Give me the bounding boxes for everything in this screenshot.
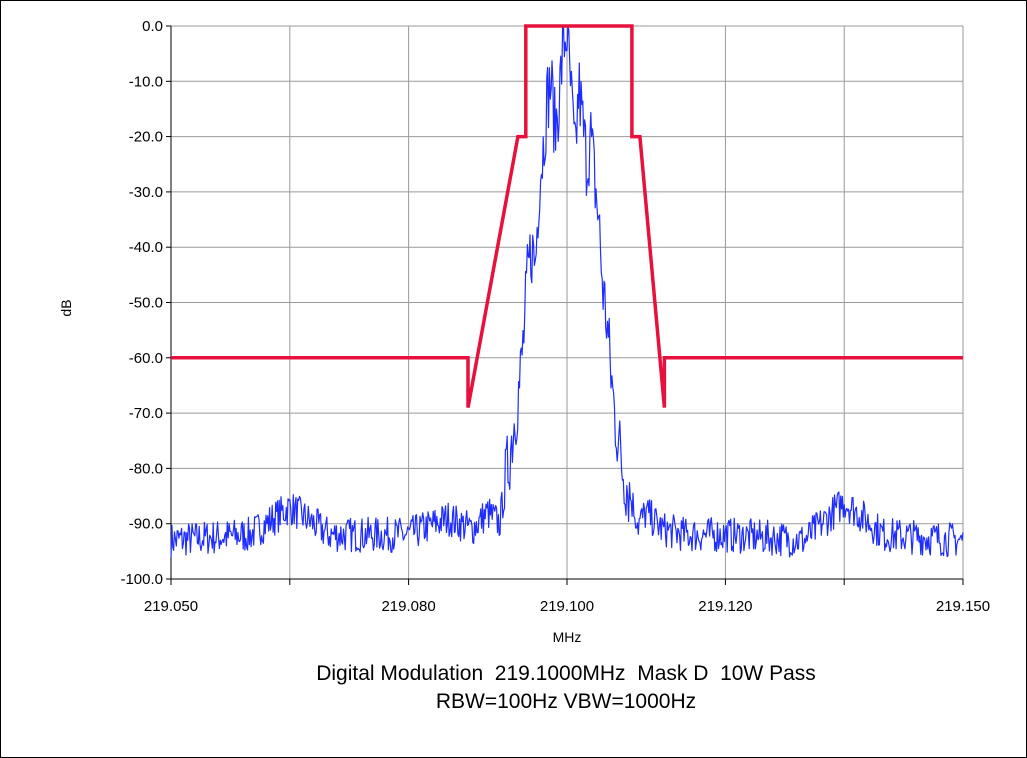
axes: 219.050 219.080 219.100 219.120 219.150 0.0 -1… <box>120 18 990 615</box>
x-tick-label: 219.120 <box>698 598 752 615</box>
x-tick-label: 219.080 <box>381 598 435 615</box>
x-tick-label: 219.050 <box>144 598 198 615</box>
chart-caption-title: Digital Modulation 219.1000MHz Mask D 10… <box>316 662 816 685</box>
spectrum-chart: 219.050 219.080 219.100 219.120 219.150 0.0 -1… <box>58 18 990 645</box>
y-tick-label: -40.0 <box>129 239 163 256</box>
y-tick-label: -10.0 <box>129 73 163 90</box>
y-tick-label: -50.0 <box>129 295 163 312</box>
emission-mask-line <box>171 24 963 408</box>
y-tick-label: 0.0 <box>142 18 163 35</box>
plot-series <box>170 24 964 559</box>
y-tick-label: -90.0 <box>129 516 163 533</box>
x-tick-label: 219.100 <box>540 598 594 615</box>
x-axis-label: MHz <box>553 629 582 645</box>
spectrum-trace <box>170 25 964 559</box>
x-tick-label: 219.150 <box>936 598 990 615</box>
y-tick-label: -80.0 <box>129 460 163 477</box>
y-tick-label: -60.0 <box>129 350 163 367</box>
chart-caption-subtitle: RBW=100Hz VBW=1000Hz <box>435 690 697 713</box>
grid <box>171 25 964 579</box>
y-tick-label: -20.0 <box>129 129 163 146</box>
y-tick-label: -100.0 <box>120 571 163 588</box>
y-tick-label: -30.0 <box>129 184 163 201</box>
y-axis-label: dB <box>58 299 74 316</box>
y-tick-label: -70.0 <box>129 405 163 422</box>
